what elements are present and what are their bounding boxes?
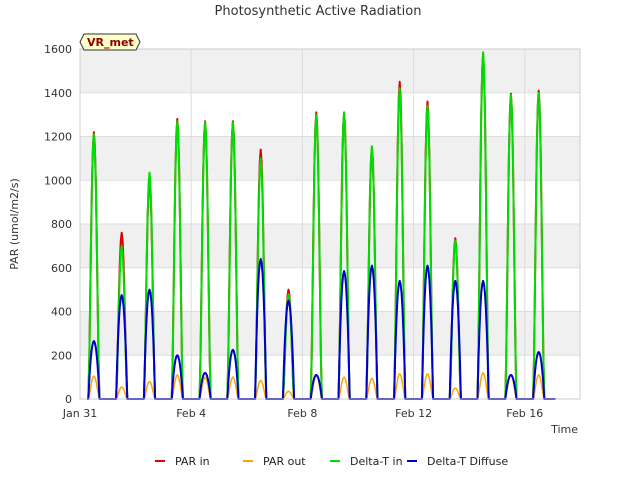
plot-background — [80, 49, 580, 399]
y-tick-label: 600 — [51, 262, 72, 275]
site-badge-label: VR_met — [87, 36, 134, 49]
x-tick-label: Feb 12 — [395, 407, 432, 420]
legend-label: PAR in — [175, 455, 210, 468]
site-badge: VR_met — [79, 33, 141, 51]
plot-band — [80, 92, 580, 137]
legend-label: Delta-T in — [350, 455, 403, 468]
plot-band — [80, 180, 580, 224]
y-tick-label: 800 — [51, 218, 72, 231]
x-axis-label: Time — [550, 423, 578, 436]
plot-band — [80, 49, 580, 93]
legend-label: Delta-T Diffuse — [427, 455, 508, 468]
chart-title: Photosynthetic Active Radiation — [215, 4, 422, 19]
y-tick-label: 1000 — [44, 174, 72, 187]
x-tick-label: Feb 8 — [287, 407, 317, 420]
y-axis-label: PAR (umol/m2/s) — [8, 178, 21, 270]
series-line-delta-t-diffuse — [87, 258, 556, 400]
y-tick-label: 0 — [65, 393, 72, 406]
x-tick-label: Jan 31 — [62, 407, 97, 420]
x-tick-label: Feb 4 — [176, 407, 206, 420]
legend-label: PAR out — [263, 455, 306, 468]
plot-band — [80, 136, 580, 181]
y-tick-label: 1200 — [44, 131, 72, 144]
legend: PAR in PAR out Delta-T in Delta-T Diffuse — [155, 455, 508, 468]
series-layer — [87, 51, 556, 400]
x-axis-ticks: Jan 31 Feb 4 Feb 8 Feb 12 Feb 16 — [62, 407, 544, 420]
y-axis-ticks: 0 200 400 600 800 1000 1200 1400 1600 — [44, 43, 72, 406]
plot-band — [80, 224, 580, 268]
y-tick-label: 400 — [51, 306, 72, 319]
x-tick-label: Feb 16 — [506, 407, 543, 420]
plot-band — [80, 267, 580, 312]
plot-band — [80, 311, 580, 356]
y-tick-label: 1600 — [44, 43, 72, 56]
y-tick-label: 1400 — [44, 87, 72, 100]
y-tick-label: 200 — [51, 349, 72, 362]
plot-band — [80, 355, 580, 399]
plot-frame — [79, 48, 581, 400]
